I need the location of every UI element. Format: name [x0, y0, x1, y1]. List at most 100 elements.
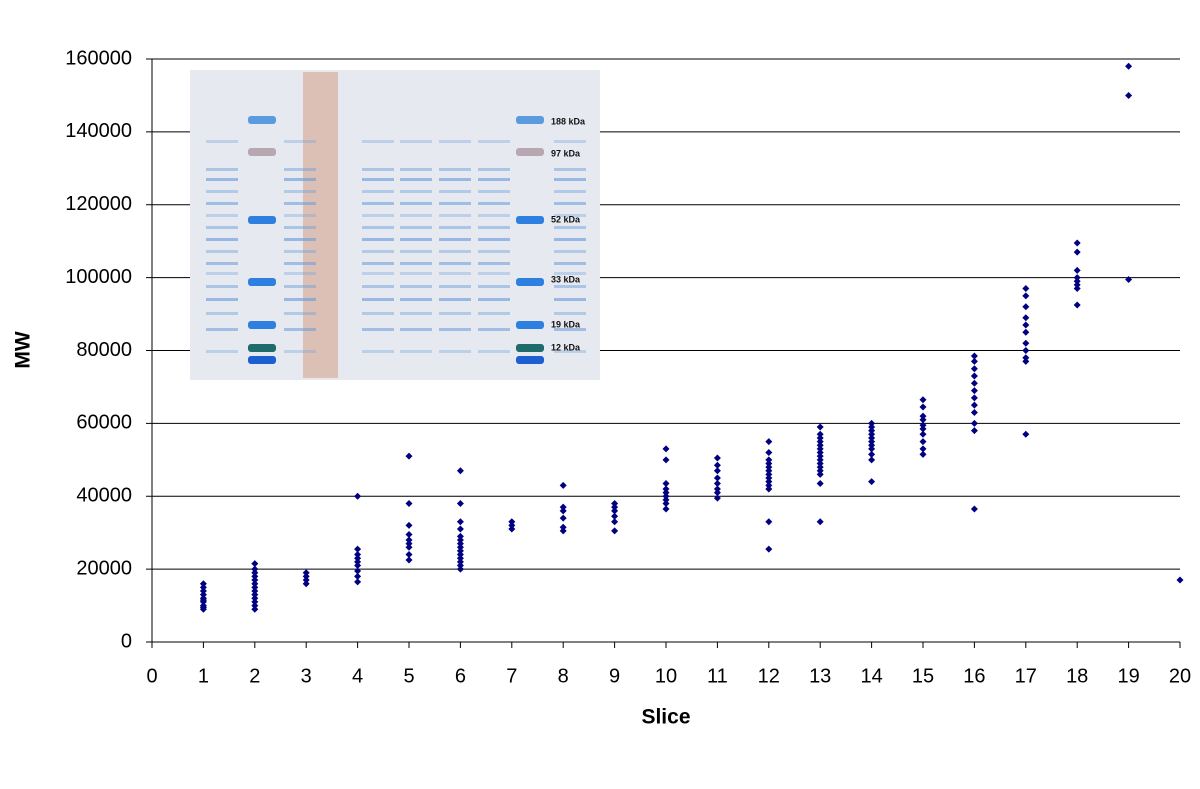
- gel-band: [284, 202, 316, 205]
- x-tick-label: 17: [1015, 665, 1037, 687]
- data-point: [1073, 274, 1081, 282]
- data-point: [919, 445, 927, 453]
- gel-band: [284, 285, 316, 288]
- data-point: [816, 449, 824, 457]
- data-point: [508, 518, 516, 526]
- gel-band: [206, 350, 238, 353]
- data-point: [970, 408, 978, 416]
- y-tick-label: 60000: [76, 412, 132, 434]
- data-point: [251, 598, 259, 606]
- gel-band: [478, 178, 510, 181]
- data-point: [251, 583, 259, 591]
- gel-band: [554, 298, 586, 301]
- data-point: [251, 591, 259, 599]
- data-point: [456, 551, 464, 559]
- data-point: [919, 425, 927, 433]
- data-point: [713, 474, 721, 482]
- data-point: [199, 591, 207, 599]
- data-point: [199, 583, 207, 591]
- x-tick-label: 8: [558, 665, 569, 687]
- marker-band: [248, 278, 276, 286]
- data-point: [1125, 62, 1133, 70]
- data-point: [456, 532, 464, 540]
- data-point: [970, 352, 978, 360]
- data-point: [251, 587, 259, 595]
- data-point: [713, 461, 721, 469]
- gel-band: [284, 262, 316, 265]
- gel-band: [206, 272, 238, 275]
- data-point: [405, 556, 413, 564]
- data-point: [559, 481, 567, 489]
- gel-inset: 188 kDa 97 kDa 52 kDa 33 kDa 19 kDa 12 kDa: [190, 70, 600, 380]
- data-point: [816, 430, 824, 438]
- gel-label: 19 kDa: [551, 319, 581, 329]
- gel-band: [400, 262, 432, 265]
- gel-band: [478, 285, 510, 288]
- gel-band: [439, 238, 471, 241]
- data-point: [919, 403, 927, 411]
- data-point: [199, 594, 207, 602]
- gel-band: [478, 238, 510, 241]
- data-point: [1022, 339, 1030, 347]
- data-point: [713, 489, 721, 497]
- data-point: [405, 452, 413, 460]
- x-tick-label: 9: [609, 665, 620, 687]
- x-tick-label: 6: [455, 665, 466, 687]
- data-point: [1022, 354, 1030, 362]
- data-point: [354, 558, 362, 566]
- gel-band: [400, 168, 432, 171]
- data-point: [970, 401, 978, 409]
- data-point: [919, 430, 927, 438]
- gel-band: [478, 140, 510, 143]
- data-point: [456, 554, 464, 562]
- gel-band: [206, 328, 238, 331]
- gel-band: [284, 214, 316, 217]
- marker-band: [516, 356, 544, 364]
- gel-band: [206, 285, 238, 288]
- x-axis-title: Slice: [641, 706, 690, 729]
- gel-band: [439, 350, 471, 353]
- gel-band: [439, 178, 471, 181]
- data-point: [816, 438, 824, 446]
- data-point: [868, 441, 876, 449]
- gel-band: [362, 298, 394, 301]
- data-point: [456, 565, 464, 573]
- x-tick-label: 15: [912, 665, 934, 687]
- data-point: [1022, 314, 1030, 322]
- gel-band: [206, 140, 238, 143]
- gel-band: [362, 202, 394, 205]
- data-point: [919, 412, 927, 420]
- x-tick-label: 13: [809, 665, 831, 687]
- data-point: [868, 427, 876, 435]
- data-point: [713, 454, 721, 462]
- data-point: [405, 521, 413, 529]
- data-point: [354, 561, 362, 569]
- data-point: [1022, 321, 1030, 329]
- gel-band: [284, 226, 316, 229]
- x-tick-label: 7: [506, 665, 517, 687]
- data-point: [970, 419, 978, 427]
- data-point: [559, 514, 567, 522]
- data-point: [868, 445, 876, 453]
- gel-band: [554, 272, 586, 275]
- data-point: [456, 525, 464, 533]
- gel-band: [206, 250, 238, 253]
- data-point: [816, 518, 824, 526]
- data-point: [970, 372, 978, 380]
- data-point: [251, 594, 259, 602]
- gel-band: [478, 350, 510, 353]
- x-tick-label: 11: [707, 665, 728, 687]
- data-point: [765, 481, 773, 489]
- data-point: [1022, 430, 1030, 438]
- gel-band: [554, 226, 586, 229]
- data-point: [868, 450, 876, 458]
- data-point: [251, 576, 259, 584]
- y-tick-label: 120000: [65, 193, 132, 215]
- gel-band: [284, 312, 316, 315]
- data-point: [1022, 292, 1030, 300]
- data-point: [1022, 347, 1030, 354]
- gel-label: 97 kDa: [551, 148, 581, 158]
- data-point: [405, 543, 413, 551]
- data-point: [765, 449, 773, 457]
